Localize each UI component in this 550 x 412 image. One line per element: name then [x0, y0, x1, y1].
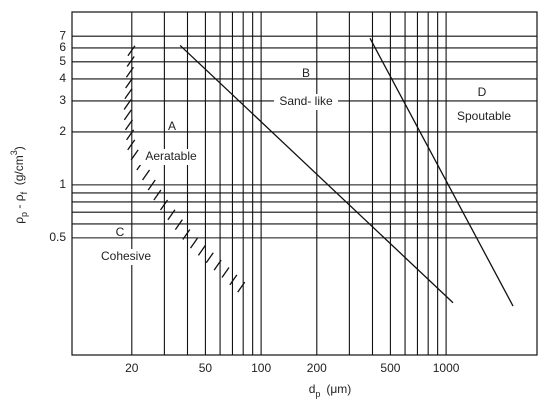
boundary-line: [179, 44, 454, 304]
region-name: Cohesive: [101, 249, 151, 263]
hatch-tick: [124, 88, 133, 100]
y-label-part: (g/cm: [12, 155, 26, 192]
x-axis-label: dp (μm): [309, 382, 352, 399]
y-axis-label: ρp - ρf (g/cm3): [9, 146, 29, 224]
region-letter: C: [116, 225, 125, 239]
y-tick-label: 0.5: [49, 230, 66, 244]
hatch-tick: [197, 245, 206, 256]
hatch-tick: [126, 56, 135, 67]
hatch-tick: [189, 237, 199, 249]
hatch-tick: [221, 267, 230, 278]
hatch-tick: [237, 281, 246, 293]
x-tick-label: 50: [199, 361, 213, 375]
hatch-tick: [205, 252, 214, 264]
hatch-tick: [153, 189, 162, 201]
label-bg: [274, 94, 338, 110]
y-tick-label: 4: [59, 71, 66, 85]
hatch-tick: [125, 66, 134, 78]
x-label-sub: p: [315, 389, 320, 399]
hatch-tick: [182, 229, 191, 240]
y-tick-label: 6: [59, 40, 66, 54]
hatch-tick: [130, 149, 139, 161]
hatch-tick: [127, 45, 136, 57]
hatch-tick: [125, 77, 134, 89]
y-label-sub: p: [19, 212, 29, 217]
x-tick-label: 500: [380, 361, 400, 375]
plot-frame: [71, 11, 538, 356]
x-label-part: (μm): [326, 382, 351, 396]
hatch-tick: [123, 99, 132, 110]
region-letter: B: [302, 66, 310, 80]
hatch-tick: [127, 139, 136, 151]
x-tick-label: 100: [251, 361, 271, 375]
x-tick-label: 200: [307, 361, 327, 375]
hatch-tick: [167, 209, 176, 221]
x-tick-label: 20: [125, 361, 139, 375]
hatch-tick: [123, 109, 132, 121]
x-tick-label: 1000: [433, 361, 460, 375]
x-label-part: d: [309, 382, 316, 396]
label-bg: [452, 109, 516, 125]
region-name: Sand- like: [279, 94, 333, 108]
hatch-tick: [213, 259, 222, 271]
hatch-tick: [124, 119, 134, 131]
label-bg: [94, 249, 158, 265]
hatch-tick: [159, 199, 169, 211]
boundary-line: [369, 38, 514, 307]
y-label-part: ρ: [12, 217, 26, 224]
y-label-part: - ρ: [12, 194, 26, 212]
region-letter: D: [478, 85, 487, 99]
label-bg: [139, 149, 203, 165]
hatch-tick: [142, 169, 151, 181]
y-tick-label: 1: [59, 177, 66, 191]
hatch-tick: [174, 219, 183, 231]
region-name: Spoutable: [457, 109, 511, 123]
y-label-part: ): [12, 146, 26, 150]
y-tick-label: 5: [59, 54, 66, 68]
y-label-sub: f: [19, 191, 29, 194]
region-name: Aeratable: [145, 149, 197, 163]
hatch-tick: [229, 274, 238, 286]
hatch-tick: [126, 129, 135, 141]
y-tick-label: 3: [59, 93, 66, 107]
y-label-sup: 3: [9, 150, 19, 155]
y-tick-label: 2: [59, 124, 66, 138]
region-letter: A: [168, 119, 176, 133]
hatch-tick: [147, 179, 156, 191]
y-tick-label: 7: [59, 28, 66, 42]
